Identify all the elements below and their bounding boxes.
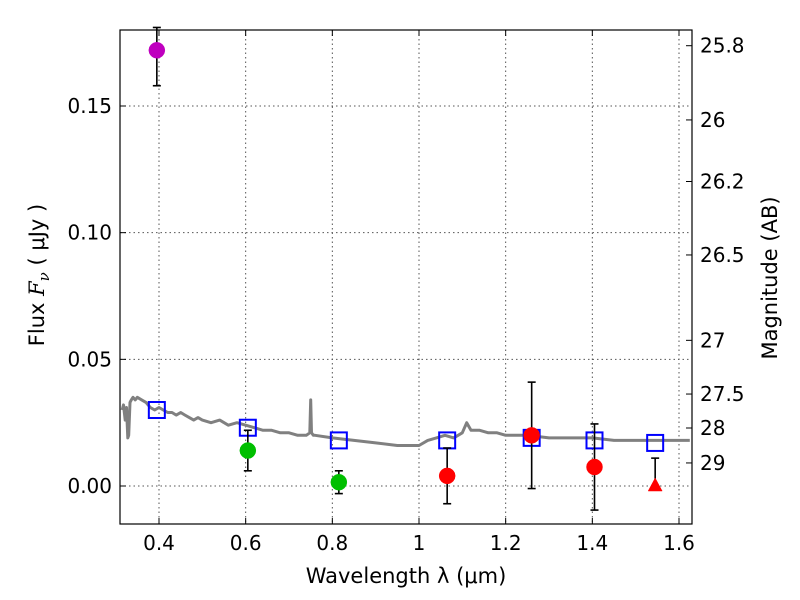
x-tick-label: 0.6 — [230, 531, 262, 555]
y-tick-label: 0.10 — [67, 221, 112, 245]
grid-lines — [120, 30, 692, 524]
y-tick-label: 0.00 — [67, 474, 112, 498]
right-tick-label: 27 — [700, 328, 725, 352]
right-tick-label: 26 — [700, 108, 725, 132]
right-tick-label: 27.5 — [700, 382, 745, 406]
x-tick-label: 1.2 — [490, 531, 522, 555]
observed-point — [523, 427, 540, 444]
axis-ticks: 0.4 0.6 0.8 1 1.2 1.4 1.6 0.00 0.05 0.10 0.15 25.8 2… — [67, 30, 745, 555]
observed-point — [438, 467, 456, 485]
y-axis-label-left: Flux Fν ( μJy ) — [25, 204, 53, 346]
right-tick-label: 26.5 — [700, 243, 745, 267]
model-band-square — [329, 431, 348, 450]
x-tick-label: 1.4 — [576, 531, 608, 555]
x-axis-label: Wavelength λ (μm) — [306, 564, 507, 588]
y-tick-label: 0.15 — [67, 94, 112, 118]
upper-limit-triangle — [647, 477, 663, 492]
right-tick-label: 29 — [700, 451, 725, 475]
observed-point — [586, 458, 603, 476]
right-tick-label: 26.2 — [700, 169, 745, 193]
observed-point — [239, 442, 257, 459]
model-band-square — [147, 401, 166, 419]
model-band-square — [646, 433, 665, 452]
observed-point — [330, 473, 348, 491]
y-tick-label: 0.05 — [67, 347, 112, 371]
plot-frame — [119, 29, 693, 525]
right-tick-label: 28 — [700, 416, 725, 440]
y-axis-label-right: Magnitude (AB) — [758, 196, 782, 359]
data-points — [147, 26, 665, 511]
right-tick-label: 25.8 — [700, 34, 745, 58]
x-tick-label: 0.4 — [143, 531, 175, 555]
x-tick-label: 1 — [413, 531, 426, 555]
x-tick-label: 0.8 — [316, 531, 348, 555]
x-tick-label: 1.6 — [663, 531, 695, 555]
model-spectrum-line — [120, 395, 690, 447]
model-spectrum — [120, 395, 690, 447]
observed-point — [148, 42, 166, 59]
